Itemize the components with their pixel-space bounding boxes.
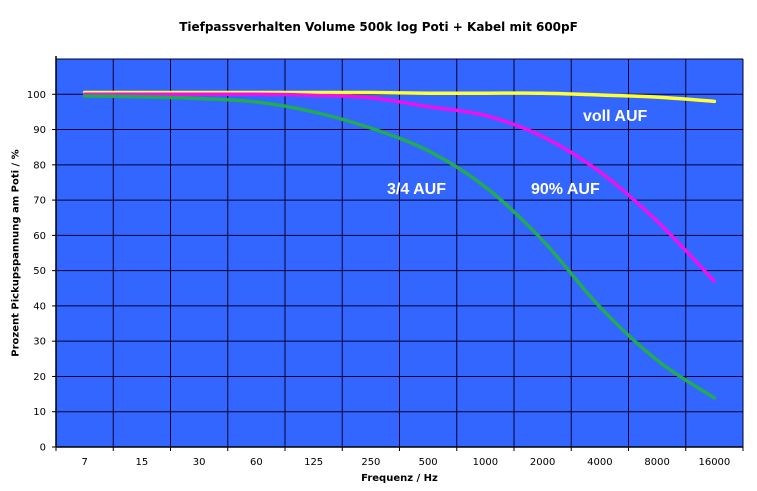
y-tick-label: 80 — [33, 160, 46, 171]
x-tick-label: 1000 — [473, 457, 498, 468]
x-tick-label: 125 — [304, 457, 323, 468]
x-tick-label: 8000 — [644, 457, 669, 468]
annotation-90-auf: 90% AUF — [531, 181, 600, 198]
y-tick-label: 30 — [33, 337, 46, 348]
y-tick-label: 20 — [33, 372, 46, 383]
y-tick-label: 90 — [33, 125, 46, 136]
x-tick-label: 250 — [361, 457, 380, 468]
x-tick-label: 2000 — [530, 457, 555, 468]
y-tick-label: 60 — [33, 231, 46, 242]
x-tick-label: 15 — [136, 457, 149, 468]
y-tick-label: 0 — [40, 443, 46, 454]
y-tick-label: 10 — [33, 407, 46, 418]
series-line-voll-auf — [82, 90, 717, 104]
x-axis-label: Frequenz / Hz — [361, 473, 438, 484]
x-tick-label: 4000 — [587, 457, 612, 468]
y-tick-label: 40 — [33, 301, 46, 312]
y-tick-label: 50 — [33, 266, 46, 277]
y-tick-label: 70 — [33, 196, 46, 207]
x-tick-label: 60 — [250, 457, 263, 468]
chart-title: Tiefpassverhalten Volume 500k log Poti +… — [179, 20, 578, 34]
annotation-voll-auf: voll AUF — [583, 108, 648, 125]
y-tick-label: 100 — [27, 90, 46, 101]
annotation-3-4-auf: 3/4 AUF — [387, 181, 446, 198]
x-tick-label: 16000 — [698, 457, 730, 468]
x-tick-label: 7 — [81, 457, 87, 468]
x-tick-label: 30 — [193, 457, 206, 468]
x-tick-label: 500 — [419, 457, 438, 468]
